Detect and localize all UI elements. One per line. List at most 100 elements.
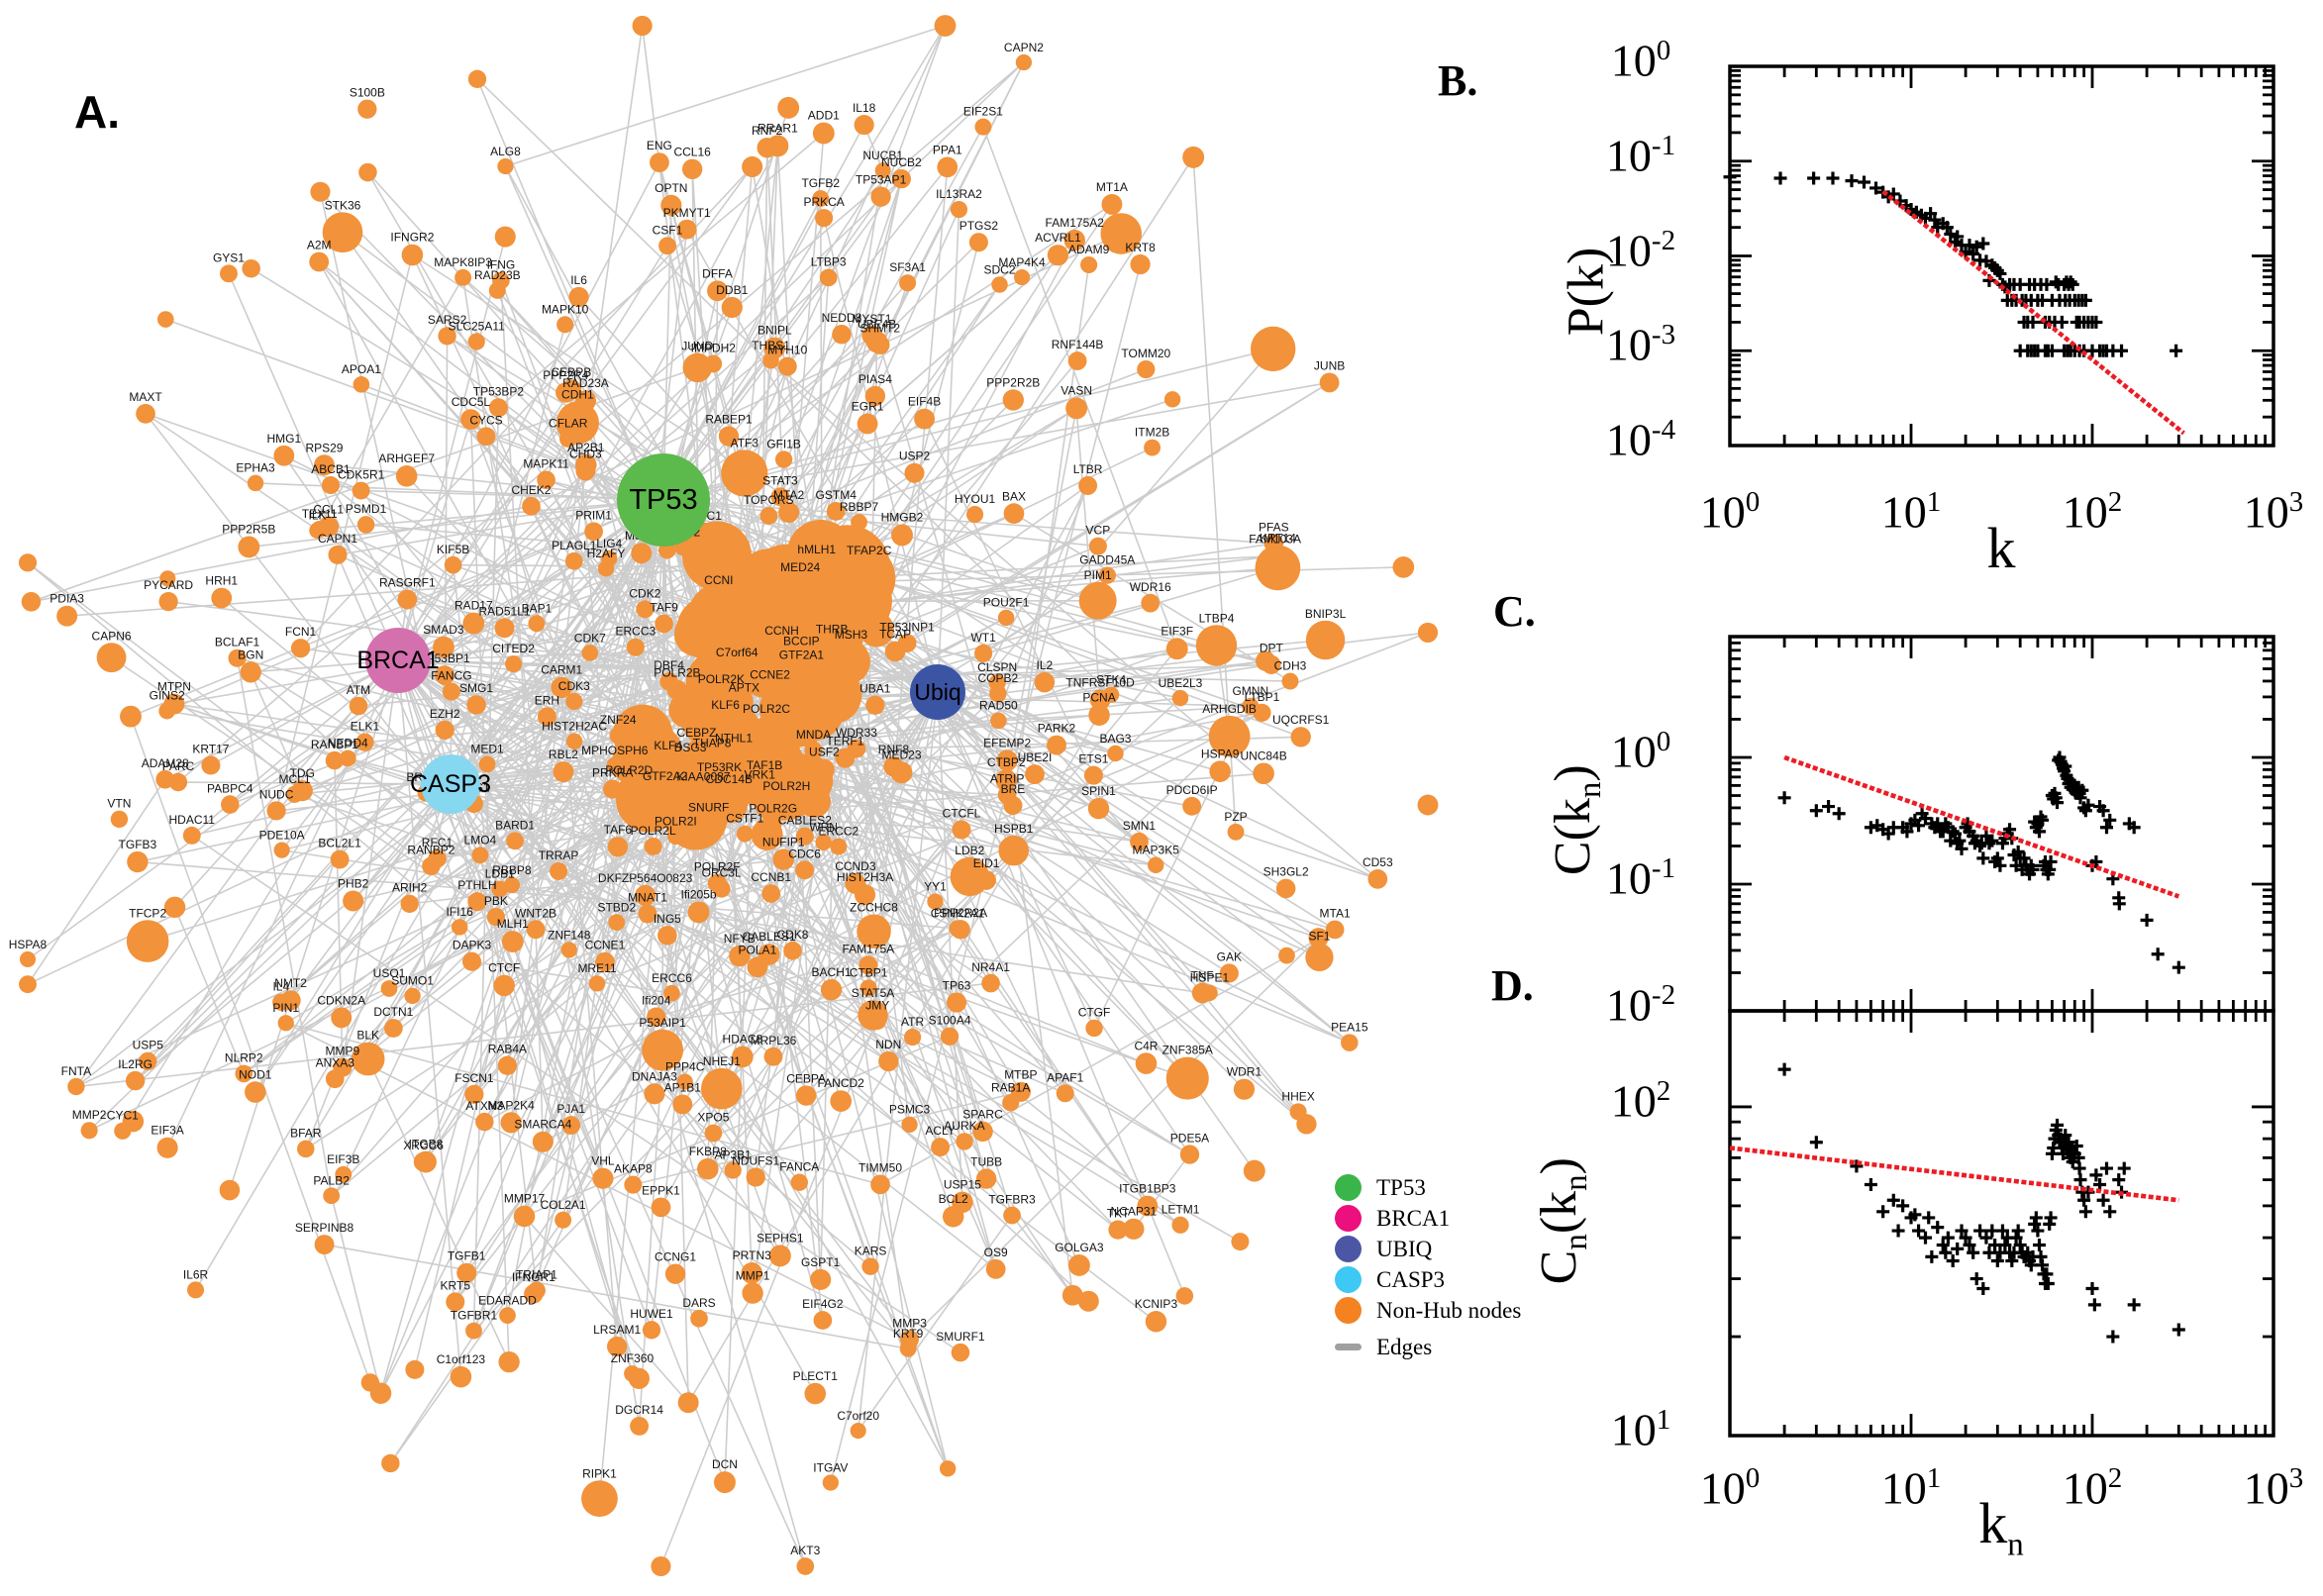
gene-label: MTBP bbox=[1004, 1068, 1037, 1082]
node-swatch-icon bbox=[1335, 1297, 1362, 1324]
non-hub-node bbox=[790, 1173, 808, 1191]
gene-label: CSF1 bbox=[653, 223, 683, 237]
non-hub-node bbox=[575, 460, 596, 481]
non-hub-node bbox=[996, 749, 1018, 771]
gene-label: LMO4 bbox=[464, 833, 497, 847]
non-hub-node bbox=[1319, 372, 1340, 393]
network-edge bbox=[397, 419, 472, 661]
scatter-point bbox=[1857, 175, 1870, 189]
non-hub-node bbox=[1014, 268, 1031, 286]
non-hub-node bbox=[581, 645, 599, 661]
panel-d-y-tick-label: 101 bbox=[1610, 1404, 1671, 1455]
non-hub-node bbox=[1067, 351, 1087, 370]
gene-label: MSH3 bbox=[835, 628, 868, 642]
non-hub-node bbox=[211, 587, 233, 609]
non-hub-node bbox=[813, 1311, 833, 1330]
non-hub-node bbox=[351, 1042, 385, 1076]
gene-label: LTBP1 bbox=[1245, 690, 1280, 704]
gene-label: BRE bbox=[1001, 782, 1026, 796]
gene-label: RAB1A bbox=[991, 1080, 1030, 1094]
non-hub-node bbox=[381, 1453, 400, 1473]
network-edge bbox=[937, 632, 1429, 693]
non-hub-node bbox=[835, 748, 856, 768]
legend: TP53 BRCA1 UBIQ CASP3 Non-Hub nodes Edges bbox=[1335, 1172, 1521, 1362]
non-hub-node bbox=[995, 769, 1018, 791]
non-hub-node bbox=[861, 325, 882, 346]
gene-label: ATF3 bbox=[731, 436, 759, 449]
non-hub-node bbox=[631, 543, 653, 564]
gene-label: PCNA bbox=[1082, 691, 1115, 705]
non-hub-node bbox=[1163, 391, 1181, 408]
scatter-point bbox=[1826, 171, 1840, 185]
gene-label: AP2B1 bbox=[567, 441, 605, 454]
gene-label: PDE10A bbox=[259, 829, 305, 843]
network-edge bbox=[641, 25, 706, 533]
non-hub-node bbox=[1165, 1056, 1209, 1100]
non-hub-node bbox=[1137, 359, 1156, 379]
gene-label: NEDD8 bbox=[822, 311, 862, 325]
scatter-points bbox=[1777, 750, 2185, 974]
gene-label: CHD3 bbox=[569, 448, 602, 461]
non-hub-node bbox=[854, 884, 876, 906]
gene-label: ATXN3 bbox=[465, 1099, 503, 1113]
gene-label: PRKRA bbox=[592, 765, 633, 779]
network-edge bbox=[366, 171, 664, 501]
scatter-points bbox=[1777, 1062, 2185, 1344]
non-hub-node bbox=[663, 984, 680, 1002]
network-edge bbox=[497, 132, 825, 409]
network-edge bbox=[1235, 831, 1378, 880]
network-edge bbox=[221, 597, 452, 785]
non-hub-node bbox=[630, 1416, 650, 1436]
non-hub-node bbox=[528, 615, 546, 633]
non-hub-node bbox=[524, 1284, 544, 1304]
network-edge bbox=[767, 126, 984, 517]
non-hub-node bbox=[1278, 947, 1295, 964]
gene-label: IL13RA2 bbox=[936, 187, 982, 201]
scatter-point bbox=[2072, 1161, 2086, 1175]
network-edge bbox=[444, 499, 664, 676]
network-edge bbox=[366, 1058, 510, 1362]
gene-label: PSMD1 bbox=[346, 502, 387, 516]
scatter-point bbox=[2115, 344, 2129, 357]
gene-label: UBE4B bbox=[858, 317, 896, 331]
panel-a-label: A. bbox=[74, 86, 120, 138]
non-hub-node bbox=[968, 233, 988, 252]
non-hub-node bbox=[711, 686, 732, 706]
non-hub-node bbox=[735, 694, 754, 713]
non-hub-node bbox=[595, 951, 615, 972]
non-hub-node bbox=[158, 591, 178, 612]
gene-label: EIF3F bbox=[1161, 624, 1193, 638]
non-hub-node bbox=[1147, 856, 1164, 874]
panel-d-x-tick-label: 100 bbox=[1699, 1462, 1761, 1514]
gene-label: CDC5L bbox=[452, 395, 491, 409]
network-edge bbox=[337, 553, 732, 735]
network-edge bbox=[411, 254, 666, 793]
gene-label: DARS bbox=[682, 1296, 715, 1310]
non-hub-node bbox=[1208, 715, 1251, 757]
gene-label: LTBR bbox=[1073, 462, 1103, 476]
non-hub-node bbox=[1195, 625, 1238, 666]
gene-label: BLK bbox=[356, 1029, 379, 1043]
gene-label: CDC6 bbox=[788, 847, 821, 860]
gene-label: SH3GL2 bbox=[1263, 865, 1309, 879]
non-hub-node bbox=[985, 1258, 1006, 1279]
non-hub-node bbox=[726, 659, 748, 681]
gene-label: CCL16 bbox=[673, 146, 711, 159]
non-hub-node bbox=[328, 545, 348, 564]
non-hub-node bbox=[323, 1187, 341, 1205]
gene-label: BFAR bbox=[290, 1127, 322, 1141]
gene-label: ITM2B bbox=[1135, 426, 1169, 440]
non-hub-node bbox=[325, 1069, 345, 1089]
non-hub-node bbox=[494, 226, 516, 248]
non-hub-node bbox=[159, 570, 176, 587]
gene-label: DNAJA3 bbox=[632, 1069, 677, 1083]
gene-label: PIN1 bbox=[272, 1001, 299, 1015]
non-hub-node bbox=[756, 716, 777, 737]
gene-label: APAF1 bbox=[1047, 1070, 1083, 1084]
non-hub-node bbox=[729, 945, 751, 967]
non-hub-node bbox=[1130, 832, 1149, 851]
gene-label: FCN1 bbox=[285, 625, 317, 639]
non-hub-node bbox=[122, 1110, 145, 1133]
network-edge bbox=[823, 217, 939, 693]
gene-label: ARIH2 bbox=[392, 881, 428, 895]
